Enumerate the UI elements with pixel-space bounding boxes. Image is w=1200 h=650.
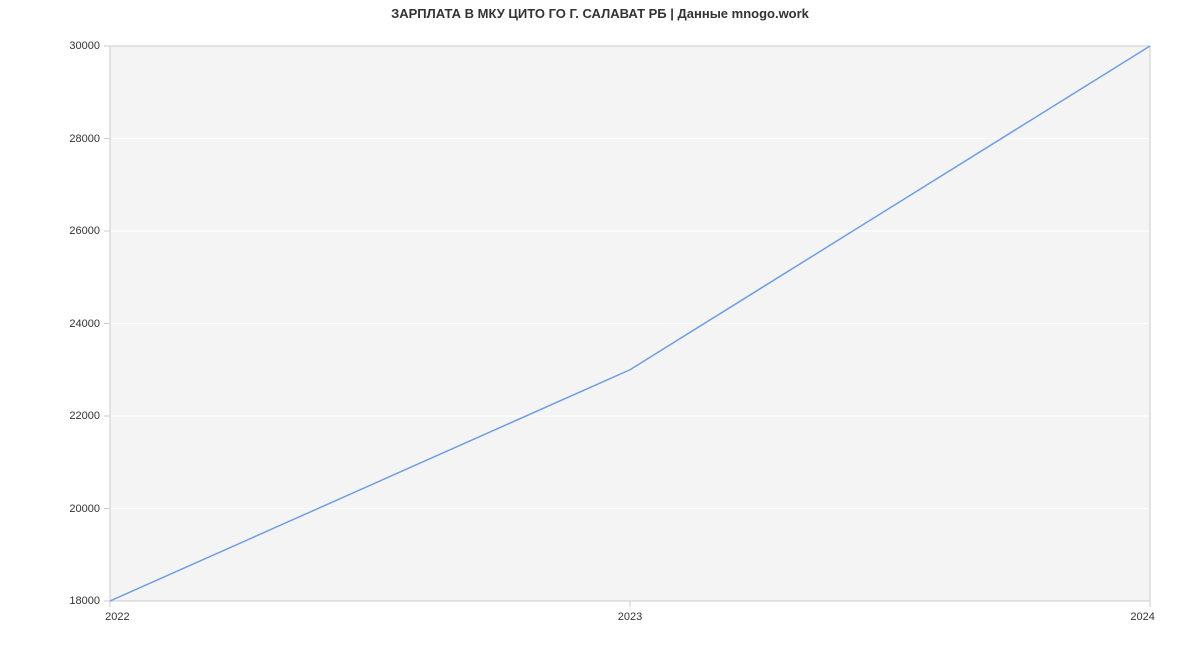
ytick-label: 22000 <box>69 410 100 422</box>
xtick-label: 2024 <box>1130 611 1154 623</box>
ytick-label: 24000 <box>69 318 100 330</box>
salary-line-chart: ЗАРПЛАТА В МКУ ЦИТО ГО Г. САЛАВАТ РБ | Д… <box>0 0 1200 650</box>
chart-svg <box>110 46 1150 601</box>
ytick-label: 30000 <box>69 40 100 52</box>
ytick-label: 18000 <box>69 595 100 607</box>
ytick-label: 26000 <box>69 225 100 237</box>
chart-title: ЗАРПЛАТА В МКУ ЦИТО ГО Г. САЛАВАТ РБ | Д… <box>0 6 1200 21</box>
ytick-label: 28000 <box>69 133 100 145</box>
plot-area <box>110 46 1150 601</box>
ytick-label: 20000 <box>69 503 100 515</box>
xtick-label: 2022 <box>105 611 129 623</box>
xtick-label: 2023 <box>618 611 642 623</box>
